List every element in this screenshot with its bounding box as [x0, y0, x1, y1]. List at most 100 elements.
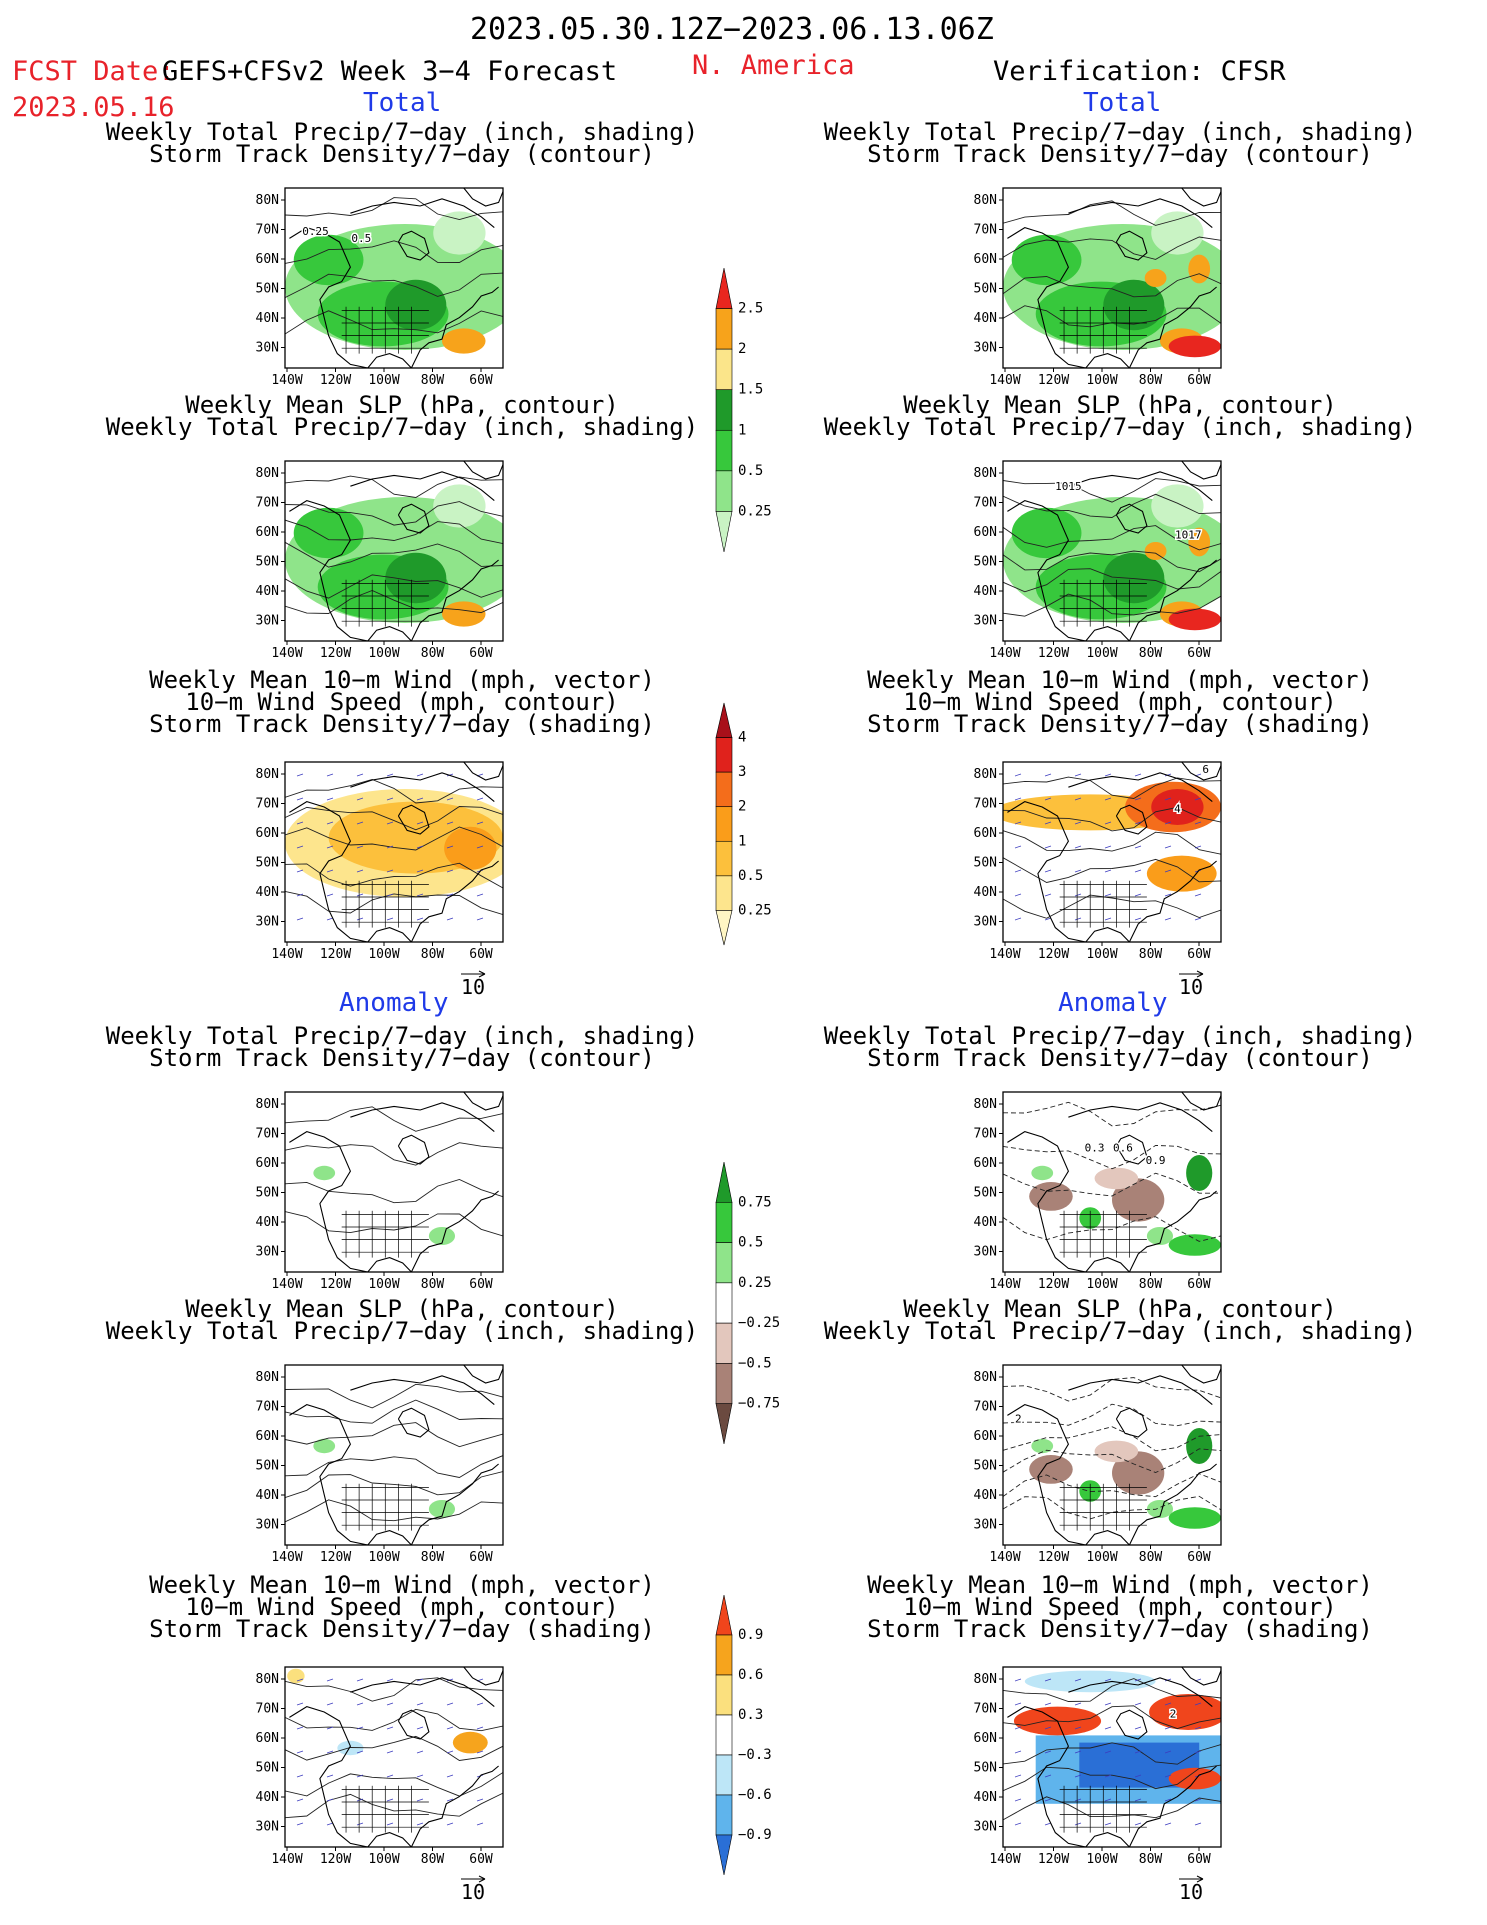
precip-field [1011, 234, 1082, 286]
colorbar-label: −0.3 [738, 1747, 772, 1763]
lat-label: 30N [256, 614, 279, 629]
colorbar-label: −0.9 [738, 1827, 772, 1843]
lat-label: 70N [974, 496, 997, 511]
map-panel-total_precip_obs: 80N 70N 60N 50N 40N 30N 140W 120W 100W 80W 60W [974, 187, 1222, 388]
wind-vector [1194, 845, 1202, 849]
map-panel-anom_precip: 80N 70N 60N 50N 40N 30N 140W 120W 100W 80W 60W [256, 1091, 504, 1292]
lon-label: 120W [320, 947, 351, 962]
wind-vector [356, 845, 364, 849]
lat-label: 30N [974, 915, 997, 930]
map-frame [1002, 1091, 1222, 1273]
wind-vector [416, 1774, 424, 1778]
vector-ref-arrowhead [478, 970, 486, 978]
contour-label: 0.5 [351, 232, 371, 245]
contour-label: 6 [1202, 763, 1209, 776]
lon-label: 60W [1187, 373, 1211, 388]
map-background [285, 1365, 503, 1545]
colorbar-label: 0.5 [738, 463, 763, 479]
precip-field [385, 279, 447, 331]
lat-label: 80N [974, 1097, 997, 1112]
lon-label: 140W [271, 373, 302, 388]
wind-vector [416, 917, 424, 921]
lat-label: 50N [974, 856, 997, 871]
colorbar-swatch [715, 806, 733, 842]
section-anomaly-right: Anomaly [1058, 988, 1168, 1018]
wind-vector [1014, 1798, 1022, 1802]
lat-label: 60N [256, 826, 279, 841]
lon-label: 140W [989, 947, 1020, 962]
wind-vector [1134, 1750, 1142, 1754]
lon-label: 100W [368, 1277, 399, 1292]
lat-label: 60N [256, 1731, 279, 1746]
wind-vector [326, 821, 334, 825]
wind-vector [386, 773, 394, 777]
precip-anomaly [1029, 1182, 1073, 1211]
lon-label: 120W [1038, 1277, 1069, 1292]
lon-label: 100W [1086, 373, 1117, 388]
wind-vector [296, 773, 304, 777]
wind-vector [476, 1750, 484, 1754]
wind-vector [1104, 1726, 1112, 1730]
lat-label: 50N [974, 1186, 997, 1201]
map-frame [284, 761, 504, 943]
wind-vector [356, 1702, 364, 1706]
contour-label: 2 [1015, 1413, 1022, 1426]
wind-vector [1044, 917, 1052, 921]
panel-title: Weekly Total Precip/7−day (inch, shading… [106, 413, 698, 441]
wind-vector [476, 797, 484, 801]
wind-vector [1074, 1750, 1082, 1754]
panel-title: Weekly Total Precip/7−day (inch, shading… [824, 1022, 1416, 1050]
precip-field [293, 234, 364, 286]
wind-vector [1194, 1750, 1202, 1754]
lat-label: 40N [974, 885, 997, 900]
wind-vector [326, 773, 334, 777]
lon-label: 140W [271, 1277, 302, 1292]
wind-vector [296, 1750, 304, 1754]
panel-title: 10−m Wind Speed (mph, contour) [903, 688, 1336, 716]
lon-label: 100W [368, 947, 399, 962]
wind-vector [1164, 797, 1172, 801]
storm-field [444, 826, 497, 871]
lat-label: 60N [256, 1429, 279, 1444]
contour-line [1003, 1495, 1221, 1520]
wind-vector [416, 1726, 424, 1730]
wind-vector [1074, 1798, 1082, 1802]
wind-vector [1134, 1798, 1142, 1802]
wind-vector [1044, 1822, 1052, 1826]
colorbar-swatch [715, 910, 733, 946]
wind-vector [386, 1798, 394, 1802]
contour-line [285, 475, 503, 498]
map-field [285, 1365, 503, 1545]
lat-label: 80N [256, 1370, 279, 1385]
lon-label: 100W [1086, 947, 1117, 962]
wind-vector [1074, 845, 1082, 849]
contour-line [1003, 1172, 1221, 1197]
lat-label: 30N [974, 614, 997, 629]
panel-title: Storm Track Density/7−day (shading) [149, 710, 655, 738]
contour-line [1003, 894, 1221, 919]
precip-field [1103, 279, 1165, 331]
wind-vector [1014, 1774, 1022, 1778]
lat-label: 30N [256, 341, 279, 356]
lon-label: 80W [1139, 947, 1163, 962]
lat-label: 40N [974, 311, 997, 326]
contour-line [285, 1735, 503, 1761]
precip-field [385, 552, 447, 604]
lon-label: 80W [421, 947, 445, 962]
lat-label: 50N [974, 1761, 997, 1776]
colorbar-swatch [715, 737, 733, 773]
contour-line [1003, 1448, 1221, 1473]
wind-vector [476, 893, 484, 897]
lon-label: 60W [1187, 947, 1211, 962]
panel-title: Storm Track Density/7−day (shading) [867, 1615, 1373, 1643]
wind-vector [1104, 869, 1112, 873]
lat-label: 70N [256, 223, 279, 238]
wind-vector [356, 797, 364, 801]
lat-label: 80N [974, 1370, 997, 1385]
wind-vector [446, 1822, 454, 1826]
wind-vector [1074, 1822, 1082, 1826]
wind-vector [1134, 1678, 1142, 1682]
wind-vector [386, 1702, 394, 1706]
wind-vector [1194, 1702, 1202, 1706]
